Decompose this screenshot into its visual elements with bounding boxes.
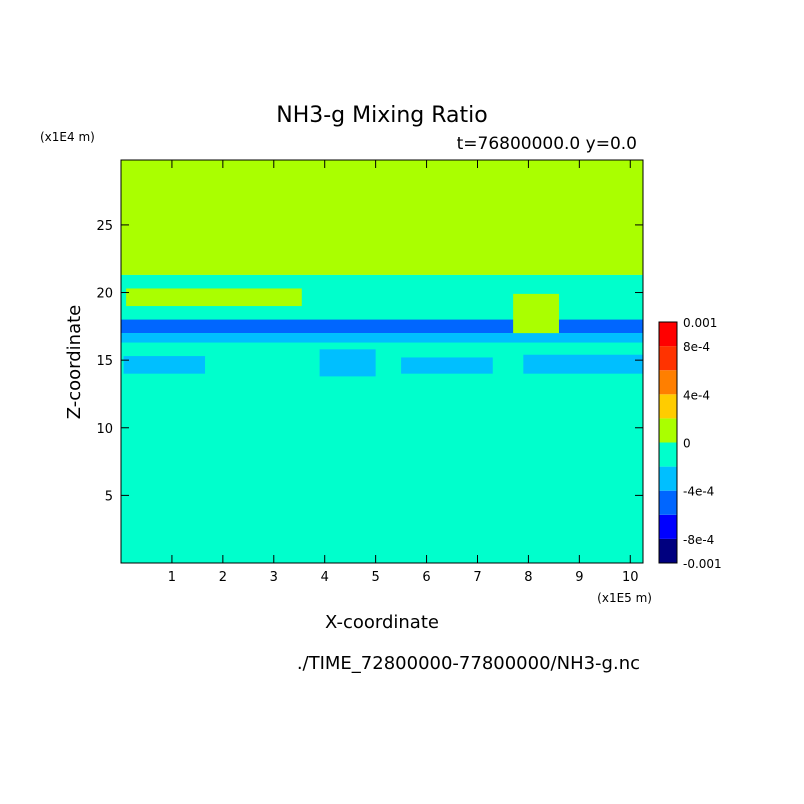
x-tick-label-1: 1: [168, 570, 176, 585]
colorbar-swatch-3: [659, 466, 677, 491]
file-path-footer: ./TIME_72800000-77800000/NH3-g.nc: [297, 653, 640, 674]
colorbar-label-5: -8e-4: [683, 533, 714, 547]
contour-region-7: [523, 354, 643, 374]
colorbar-swatch-0: [659, 538, 677, 563]
contour-region-0: [121, 160, 643, 275]
colorbar-swatch-4: [659, 442, 677, 467]
plot-frame: [120, 159, 644, 564]
contour-region-2: [121, 319, 643, 334]
x-tick-label-8: 8: [524, 570, 532, 585]
x-axis-title: X-coordinate: [325, 612, 439, 633]
colorbar-label-2: 4e-4: [683, 388, 710, 402]
y-tick-label-10: 10: [96, 422, 113, 437]
x-axis: 1 2 3 4 5 6 7 8 9 10: [168, 160, 639, 585]
colorbar-label-6: -0.001: [683, 557, 722, 571]
contour-region-9: [513, 293, 559, 334]
colorbar: 0.001 8e-4 4e-4 0 -4e-4 -8e-4 -0.001: [658, 316, 722, 571]
x-tick-label-3: 3: [270, 570, 278, 585]
colorbar-swatch-6: [659, 394, 677, 419]
colorbar-swatch-9: [659, 322, 677, 347]
plot-area: [121, 160, 643, 563]
colorbar-frame: [658, 321, 678, 564]
colorbar-swatch-2: [659, 490, 677, 515]
contour-region-5: [319, 349, 376, 377]
colorbar-swatch-5: [659, 418, 677, 443]
contour-region-3: [121, 333, 643, 343]
x-tick-label-6: 6: [422, 570, 430, 585]
colorbar-label-1: 8e-4: [683, 340, 710, 354]
colorbar-label-0: 0.001: [683, 316, 717, 330]
chart-title: NH3-g Mixing Ratio: [276, 103, 488, 128]
y-tick-label-15: 15: [96, 354, 113, 369]
colorbar-swatch-1: [659, 514, 677, 539]
x-tick-label-2: 2: [219, 570, 227, 585]
x-tick-label-5: 5: [371, 570, 379, 585]
contour-region-8: [126, 288, 302, 307]
colorbar-swatch-8: [659, 346, 677, 371]
y-axis: 5 10 15 20 25: [96, 219, 643, 504]
x-unit-label: (x1E5 m): [597, 591, 652, 605]
contour-region-1: [121, 274, 643, 563]
colorbar-swatch-7: [659, 370, 677, 395]
contour-region-6: [401, 357, 493, 374]
colorbar-label-4: -4e-4: [683, 485, 714, 499]
y-axis-title: Z-coordinate: [64, 305, 85, 420]
chart-subtitle: t=76800000.0 y=0.0: [457, 134, 637, 154]
y-tick-label-20: 20: [96, 287, 113, 302]
y-tick-label-5: 5: [105, 489, 113, 504]
x-tick-label-4: 4: [321, 570, 329, 585]
x-tick-label-9: 9: [575, 570, 583, 585]
contour-region-4: [123, 356, 206, 374]
colorbar-label-3: 0: [683, 437, 691, 451]
y-unit-label: (x1E4 m): [40, 130, 95, 144]
x-tick-label-10: 10: [622, 570, 639, 585]
y-tick-label-25: 25: [96, 219, 113, 234]
x-tick-label-7: 7: [473, 570, 481, 585]
